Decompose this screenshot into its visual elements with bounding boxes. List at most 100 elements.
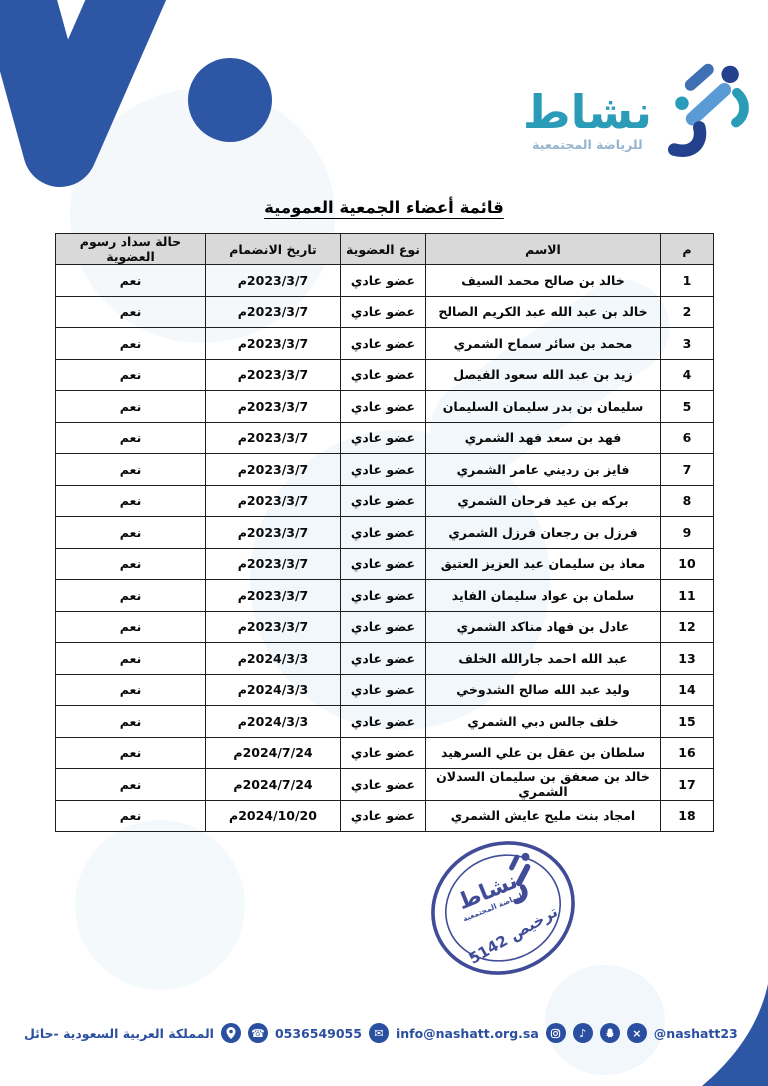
cell-join-date: 2024/10/20م (205, 799, 341, 832)
org-logo: نشاط للرياضة المجتمعية (523, 58, 760, 164)
table-row: 1 خالد بن صالح محمد السيف عضو عادي 2023/… (55, 264, 714, 297)
cell-name: سليمان بن بدر سليمان السليمان (425, 390, 661, 423)
cell-membership-type: عضو عادي (340, 516, 426, 549)
table-row: 3 محمد بن سائر سماح الشمري عضو عادي 2023… (55, 327, 714, 360)
running-figure-icon (667, 63, 749, 157)
cell-join-date: 2024/3/3م (205, 673, 341, 706)
footer-phone: 0536549055 (274, 1025, 362, 1041)
cell-name: خالد بن صالح محمد السيف (425, 264, 661, 297)
cell-membership-type: عضو عادي (340, 673, 426, 706)
cell-num: 8 (660, 484, 714, 517)
stamp-license: ترخيص 5142 (466, 903, 561, 968)
x-twitter-icon: × (626, 1023, 647, 1043)
cell-join-date: 2024/3/3م (205, 642, 341, 675)
background-blob (75, 820, 245, 990)
cell-num: 13 (660, 642, 714, 675)
stamp-brand: نشاط (455, 869, 522, 915)
cell-membership-type: عضو عادي (340, 358, 426, 391)
cell-join-date: 2023/3/7م (205, 547, 341, 580)
cell-membership-type: عضو عادي (340, 327, 426, 360)
header-name: الاسم (425, 233, 661, 265)
cell-join-date: 2023/3/7م (205, 358, 341, 391)
snapchat-icon (599, 1023, 620, 1043)
cell-name: معاذ بن سليمان عبد العزيز العتيق (425, 547, 661, 580)
table-row: 2 خالد بن عبد الله عبد الكريم الصالح عضو… (55, 295, 714, 328)
cell-num: 15 (660, 705, 714, 738)
cell-membership-type: عضو عادي (340, 453, 426, 486)
table-header-row: م الاسم نوع العضوية تاريخ الانضمام حالة … (55, 233, 714, 265)
cell-fee-status: نعم (55, 610, 206, 643)
cell-num: 11 (660, 579, 714, 612)
stamp-figure-icon (509, 852, 531, 905)
cell-join-date: 2023/3/7م (205, 264, 341, 297)
email-icon: ✉ (368, 1023, 389, 1043)
table-row: 15 خلف جالس دبي الشمري عضو عادي 2024/3/3… (55, 705, 714, 738)
header-join-date: تاريخ الانضمام (205, 233, 341, 265)
cell-fee-status: نعم (55, 295, 206, 328)
cell-fee-status: نعم (55, 264, 206, 297)
cell-fee-status: نعم (55, 673, 206, 706)
cell-fee-status: نعم (55, 358, 206, 391)
header-fee-status: حالة سداد رسوم العضوية (55, 233, 206, 265)
org-name: نشاط (522, 84, 652, 139)
cell-join-date: 2023/3/7م (205, 516, 341, 549)
cell-name: امجاد بنت مليح عايش الشمري (425, 799, 661, 832)
cell-join-date: 2024/7/24م (205, 736, 341, 769)
cell-membership-type: عضو عادي (340, 642, 426, 675)
table-row: 17 خالد بن صعفق بن سليمان السدلان الشمري… (55, 768, 714, 801)
cell-name: بركه بن عيد فرحان الشمري (425, 484, 661, 517)
cell-name: سلمان بن عواد سليمان الفايد (425, 579, 661, 612)
cell-membership-type: عضو عادي (340, 421, 426, 454)
cell-join-date: 2023/3/7م (205, 453, 341, 486)
tiktok-icon: ♪ (572, 1023, 593, 1043)
cell-join-date: 2023/3/7م (205, 295, 341, 328)
cell-fee-status: نعم (55, 736, 206, 769)
cell-name: عبد الله احمد جارالله الخلف (425, 642, 661, 675)
table-row: 10 معاذ بن سليمان عبد العزيز العتيق عضو … (55, 547, 714, 580)
member-table-body: 1 خالد بن صالح محمد السيف عضو عادي 2023/… (55, 264, 714, 832)
cell-fee-status: نعم (55, 579, 206, 612)
footer-email: info@nashatt.org.sa (395, 1025, 539, 1041)
cell-join-date: 2023/3/7م (205, 610, 341, 643)
cell-name: سلطان بن عقل بن علي السرهيد (425, 736, 661, 769)
cell-fee-status: نعم (55, 516, 206, 549)
footer-social-handle: @nashatt23 (653, 1025, 738, 1041)
page-title: قائمة أعضاء الجمعية العمومية (264, 198, 504, 217)
table-row: 5 سليمان بن بدر سليمان السليمان عضو عادي… (55, 390, 714, 423)
table-row: 7 فايز بن رديني عامر الشمري عضو عادي 202… (55, 453, 714, 486)
cell-fee-status: نعم (55, 421, 206, 454)
members-table: م الاسم نوع العضوية تاريخ الانضمام حالة … (55, 233, 714, 832)
table-row: 13 عبد الله احمد جارالله الخلف عضو عادي … (55, 642, 714, 675)
cell-membership-type: عضو عادي (340, 579, 426, 612)
cell-fee-status: نعم (55, 642, 206, 675)
cell-name: خالد بن صعفق بن سليمان السدلان الشمري (425, 768, 661, 801)
license-stamp: نشاط للرياضة المجتمعية ترخيص 5142 (431, 841, 575, 975)
cell-join-date: 2024/3/3م (205, 705, 341, 738)
cell-membership-type: عضو عادي (340, 390, 426, 423)
cell-num: 4 (660, 358, 714, 391)
cell-name: فهد بن سعد فهد الشمري (425, 421, 661, 454)
cell-num: 14 (660, 673, 714, 706)
cell-num: 12 (660, 610, 714, 643)
cell-num: 6 (660, 421, 714, 454)
cell-num: 9 (660, 516, 714, 549)
cell-fee-status: نعم (55, 484, 206, 517)
cell-num: 5 (660, 390, 714, 423)
cell-fee-status: نعم (55, 327, 206, 360)
cell-name: خلف جالس دبي الشمري (425, 705, 661, 738)
cell-fee-status: نعم (55, 705, 206, 738)
location-pin-icon (220, 1023, 241, 1043)
cell-join-date: 2023/3/7م (205, 484, 341, 517)
cell-membership-type: عضو عادي (340, 295, 426, 328)
cell-membership-type: عضو عادي (340, 484, 426, 517)
cell-join-date: 2023/3/7م (205, 390, 341, 423)
cell-name: خالد بن عبد الله عبد الكريم الصالح (425, 295, 661, 328)
cell-join-date: 2023/3/7م (205, 421, 341, 454)
cell-join-date: 2024/7/24م (205, 768, 341, 801)
cell-num: 18 (660, 799, 714, 832)
phone-icon: ☎ (247, 1023, 268, 1043)
cell-membership-type: عضو عادي (340, 799, 426, 832)
cell-name: محمد بن سائر سماح الشمري (425, 327, 661, 360)
header-membership-type: نوع العضوية (340, 233, 426, 265)
cell-membership-type: عضو عادي (340, 264, 426, 297)
